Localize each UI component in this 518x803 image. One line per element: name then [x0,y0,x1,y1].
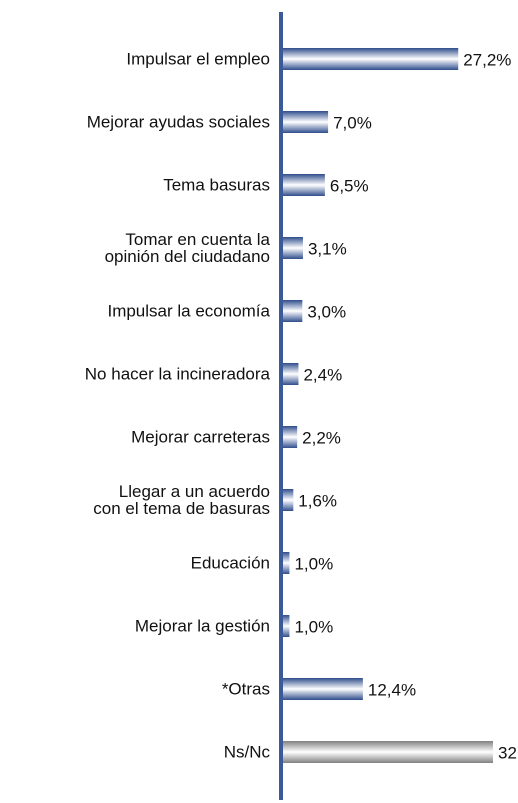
category-label: Mejorar carreteras [131,427,270,447]
value-label: 3,1% [308,239,347,258]
value-label: 27,2% [463,50,511,69]
value-label: 6,5% [330,176,369,195]
value-label: 3,0% [307,302,346,321]
bar [283,237,303,259]
category-label: Impulsar la economía [107,301,270,321]
category-label: Mejorar la gestión [134,616,270,636]
value-label: 2,2% [302,428,341,447]
bar [283,111,329,133]
bar [283,489,294,511]
category-label: No hacer la incineradora [84,364,270,384]
value-label: 32,6% [498,743,518,762]
value-label: 1,0% [294,617,333,636]
category-label: Ns/Nc [223,742,270,762]
category-label: Llegar a un acuerdo con el tema de basur… [93,482,270,518]
value-label: 2,4% [303,365,342,384]
value-label: 1,0% [294,554,333,573]
value-label: 1,6% [298,491,337,510]
bar [283,552,290,574]
value-label: 7,0% [333,113,372,132]
category-label: Mejorar ayudas sociales [86,112,270,132]
bar [283,678,363,700]
category-label: *Otras [221,679,270,699]
category-label: Educación [190,553,270,573]
category-label: Tomar en cuenta la opinión del ciudadano [104,230,270,266]
bar [283,48,459,70]
value-label: 12,4% [368,680,416,699]
bar [283,174,325,196]
bar [283,426,298,448]
bar [283,741,493,763]
bar [283,363,299,385]
category-label: Tema basuras [163,175,270,195]
bar [283,615,290,637]
category-label: Impulsar el empleo [126,49,270,69]
bar [283,300,303,322]
